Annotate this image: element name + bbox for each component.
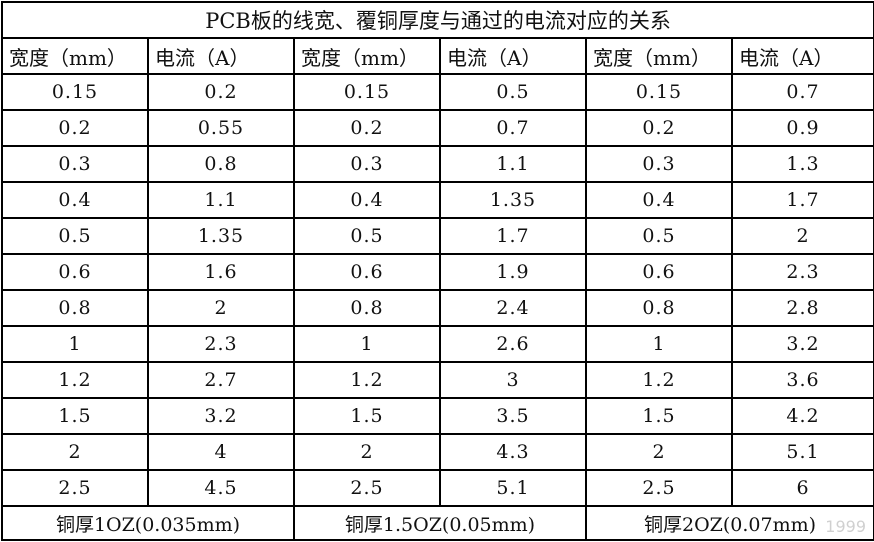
table-cell: 0.2 (293, 109, 441, 147)
table-cell: 0.55 (147, 109, 295, 147)
table-cell: 2.4 (439, 289, 587, 327)
table-cell: 1.2 (293, 361, 441, 399)
footer-row: 铜厚1OZ(0.035mm) 铜厚1.5OZ(0.05mm) 铜厚2OZ(0.0… (1, 505, 874, 541)
table-cell: 5.1 (439, 469, 587, 507)
table-cell: 1.5 (1, 397, 149, 435)
table-cell: 2 (1, 433, 149, 471)
table-cell: 0.9 (730, 109, 874, 147)
header-current-2oz: 电流（A） (730, 37, 874, 75)
table-cell: 0.8 (147, 145, 295, 183)
table-cell: 2.8 (730, 289, 874, 327)
table-row: 2 4 2 4.3 2 5.1 (1, 433, 874, 471)
table-cell: 0.5 (585, 217, 733, 255)
table-cell: 1.6 (147, 253, 295, 291)
table-cell: 1.2 (1, 361, 149, 399)
table-cell: 0.8 (1, 289, 149, 327)
header-current-1-5oz: 电流（A） (439, 37, 587, 75)
table-cell: 1 (1, 325, 149, 363)
table-row: 0.2 0.55 0.2 0.7 0.2 0.9 (1, 109, 874, 147)
table-cell: 1.7 (730, 181, 874, 219)
table-row: 0.4 1.1 0.4 1.35 0.4 1.7 (1, 181, 874, 219)
header-width-1oz: 宽度（mm） (1, 37, 149, 75)
table-cell: 2.6 (439, 325, 587, 363)
table-cell: 2.5 (585, 469, 733, 507)
table-cell: 0.8 (585, 289, 733, 327)
table-cell: 1 (293, 325, 441, 363)
table-cell: 0.2 (147, 73, 295, 111)
table-cell: 0.6 (1, 253, 149, 291)
title-row: PCB板的线宽、覆铜厚度与通过的电流对应的关系 (0, 1, 874, 39)
table-cell: 3.5 (439, 397, 587, 435)
table-cell: 0.5 (1, 217, 149, 255)
header-row: 宽度（mm） 电流（A） 宽度（mm） 电流（A） 宽度（mm） 电流（A） (1, 37, 874, 75)
table-cell: 0.4 (1, 181, 149, 219)
table-cell: 2.5 (1, 469, 149, 507)
table-cell: 0.2 (1, 109, 149, 147)
table-cell: 1.35 (147, 217, 295, 255)
table-cell: 4 (147, 433, 295, 471)
table-cell: 0.15 (293, 73, 441, 111)
table-cell: 2 (585, 433, 733, 471)
table-row: 0.8 2 0.8 2.4 0.8 2.8 (1, 289, 874, 327)
table-cell: 1.7 (439, 217, 587, 255)
table-cell: 1.2 (585, 361, 733, 399)
header-width-2oz: 宽度（mm） (585, 37, 733, 75)
table-cell: 2.3 (147, 325, 295, 363)
footer-2oz: 铜厚2OZ(0.07mm) (584, 505, 874, 541)
table-cell: 0.3 (1, 145, 149, 183)
table-title: PCB板的线宽、覆铜厚度与通过的电流对应的关系 (0, 1, 874, 39)
table-row: 1.5 3.2 1.5 3.5 1.5 4.2 (1, 397, 874, 435)
table-row: 1.2 2.7 1.2 3 1.2 3.6 (1, 361, 874, 399)
table-cell: 2.5 (293, 469, 441, 507)
table-row: 0.3 0.8 0.3 1.1 0.3 1.3 (1, 145, 874, 183)
table-cell: 0.3 (293, 145, 441, 183)
table-cell: 2.3 (730, 253, 874, 291)
table-cell: 4.2 (730, 397, 874, 435)
table-cell: 0.5 (293, 217, 441, 255)
table-cell: 5.1 (730, 433, 874, 471)
table-cell: 0.5 (439, 73, 587, 111)
table-row: 2.5 4.5 2.5 5.1 2.5 6 (1, 469, 874, 507)
table-cell: 1.1 (439, 145, 587, 183)
table-cell: 0.6 (293, 253, 441, 291)
table-cell: 3.2 (147, 397, 295, 435)
footer-1oz: 铜厚1OZ(0.035mm) (1, 505, 295, 541)
footer-1-5oz: 铜厚1.5OZ(0.05mm) (293, 505, 587, 541)
table-cell: 3.2 (730, 325, 874, 363)
table-cell: 6 (730, 469, 874, 507)
table-cell: 4.3 (439, 433, 587, 471)
table-row: 0.5 1.35 0.5 1.7 0.5 2 (1, 217, 874, 255)
table-cell: 0.15 (1, 73, 149, 111)
table-cell: 2 (730, 217, 874, 255)
table-row: 1 2.3 1 2.6 1 3.2 (1, 325, 874, 363)
header-width-1-5oz: 宽度（mm） (293, 37, 441, 75)
table-cell: 1.5 (293, 397, 441, 435)
table-cell: 2.7 (147, 361, 295, 399)
table-row: 0.15 0.2 0.15 0.5 0.15 0.7 (1, 73, 874, 111)
header-current-1oz: 电流（A） (147, 37, 295, 75)
table-cell: 0.4 (585, 181, 733, 219)
table-cell: 0.6 (585, 253, 733, 291)
table-cell: 1.1 (147, 181, 295, 219)
table-cell: 0.7 (730, 73, 874, 111)
table-body: 0.15 0.2 0.15 0.5 0.15 0.7 0.2 0.55 0.2 0.7 0.2 0.9… (1, 73, 874, 507)
table-cell: 0.4 (293, 181, 441, 219)
table-cell: 0.8 (293, 289, 441, 327)
table-cell: 3 (439, 361, 587, 399)
table-row: 0.6 1.6 0.6 1.9 0.6 2.3 (1, 253, 874, 291)
table-cell: 4.5 (147, 469, 295, 507)
table-cell: 1 (585, 325, 733, 363)
table-cell: 0.3 (585, 145, 733, 183)
table-cell: 1.3 (730, 145, 874, 183)
table-cell: 1.35 (439, 181, 587, 219)
table-cell: 0.2 (585, 109, 733, 147)
table-cell: 0.15 (585, 73, 733, 111)
table-cell: 1.5 (585, 397, 733, 435)
table-cell: 1.9 (439, 253, 587, 291)
table-cell: 2 (147, 289, 295, 327)
table-cell: 0.7 (439, 109, 587, 147)
table-cell: 2 (293, 433, 441, 471)
table-cell: 3.6 (730, 361, 874, 399)
